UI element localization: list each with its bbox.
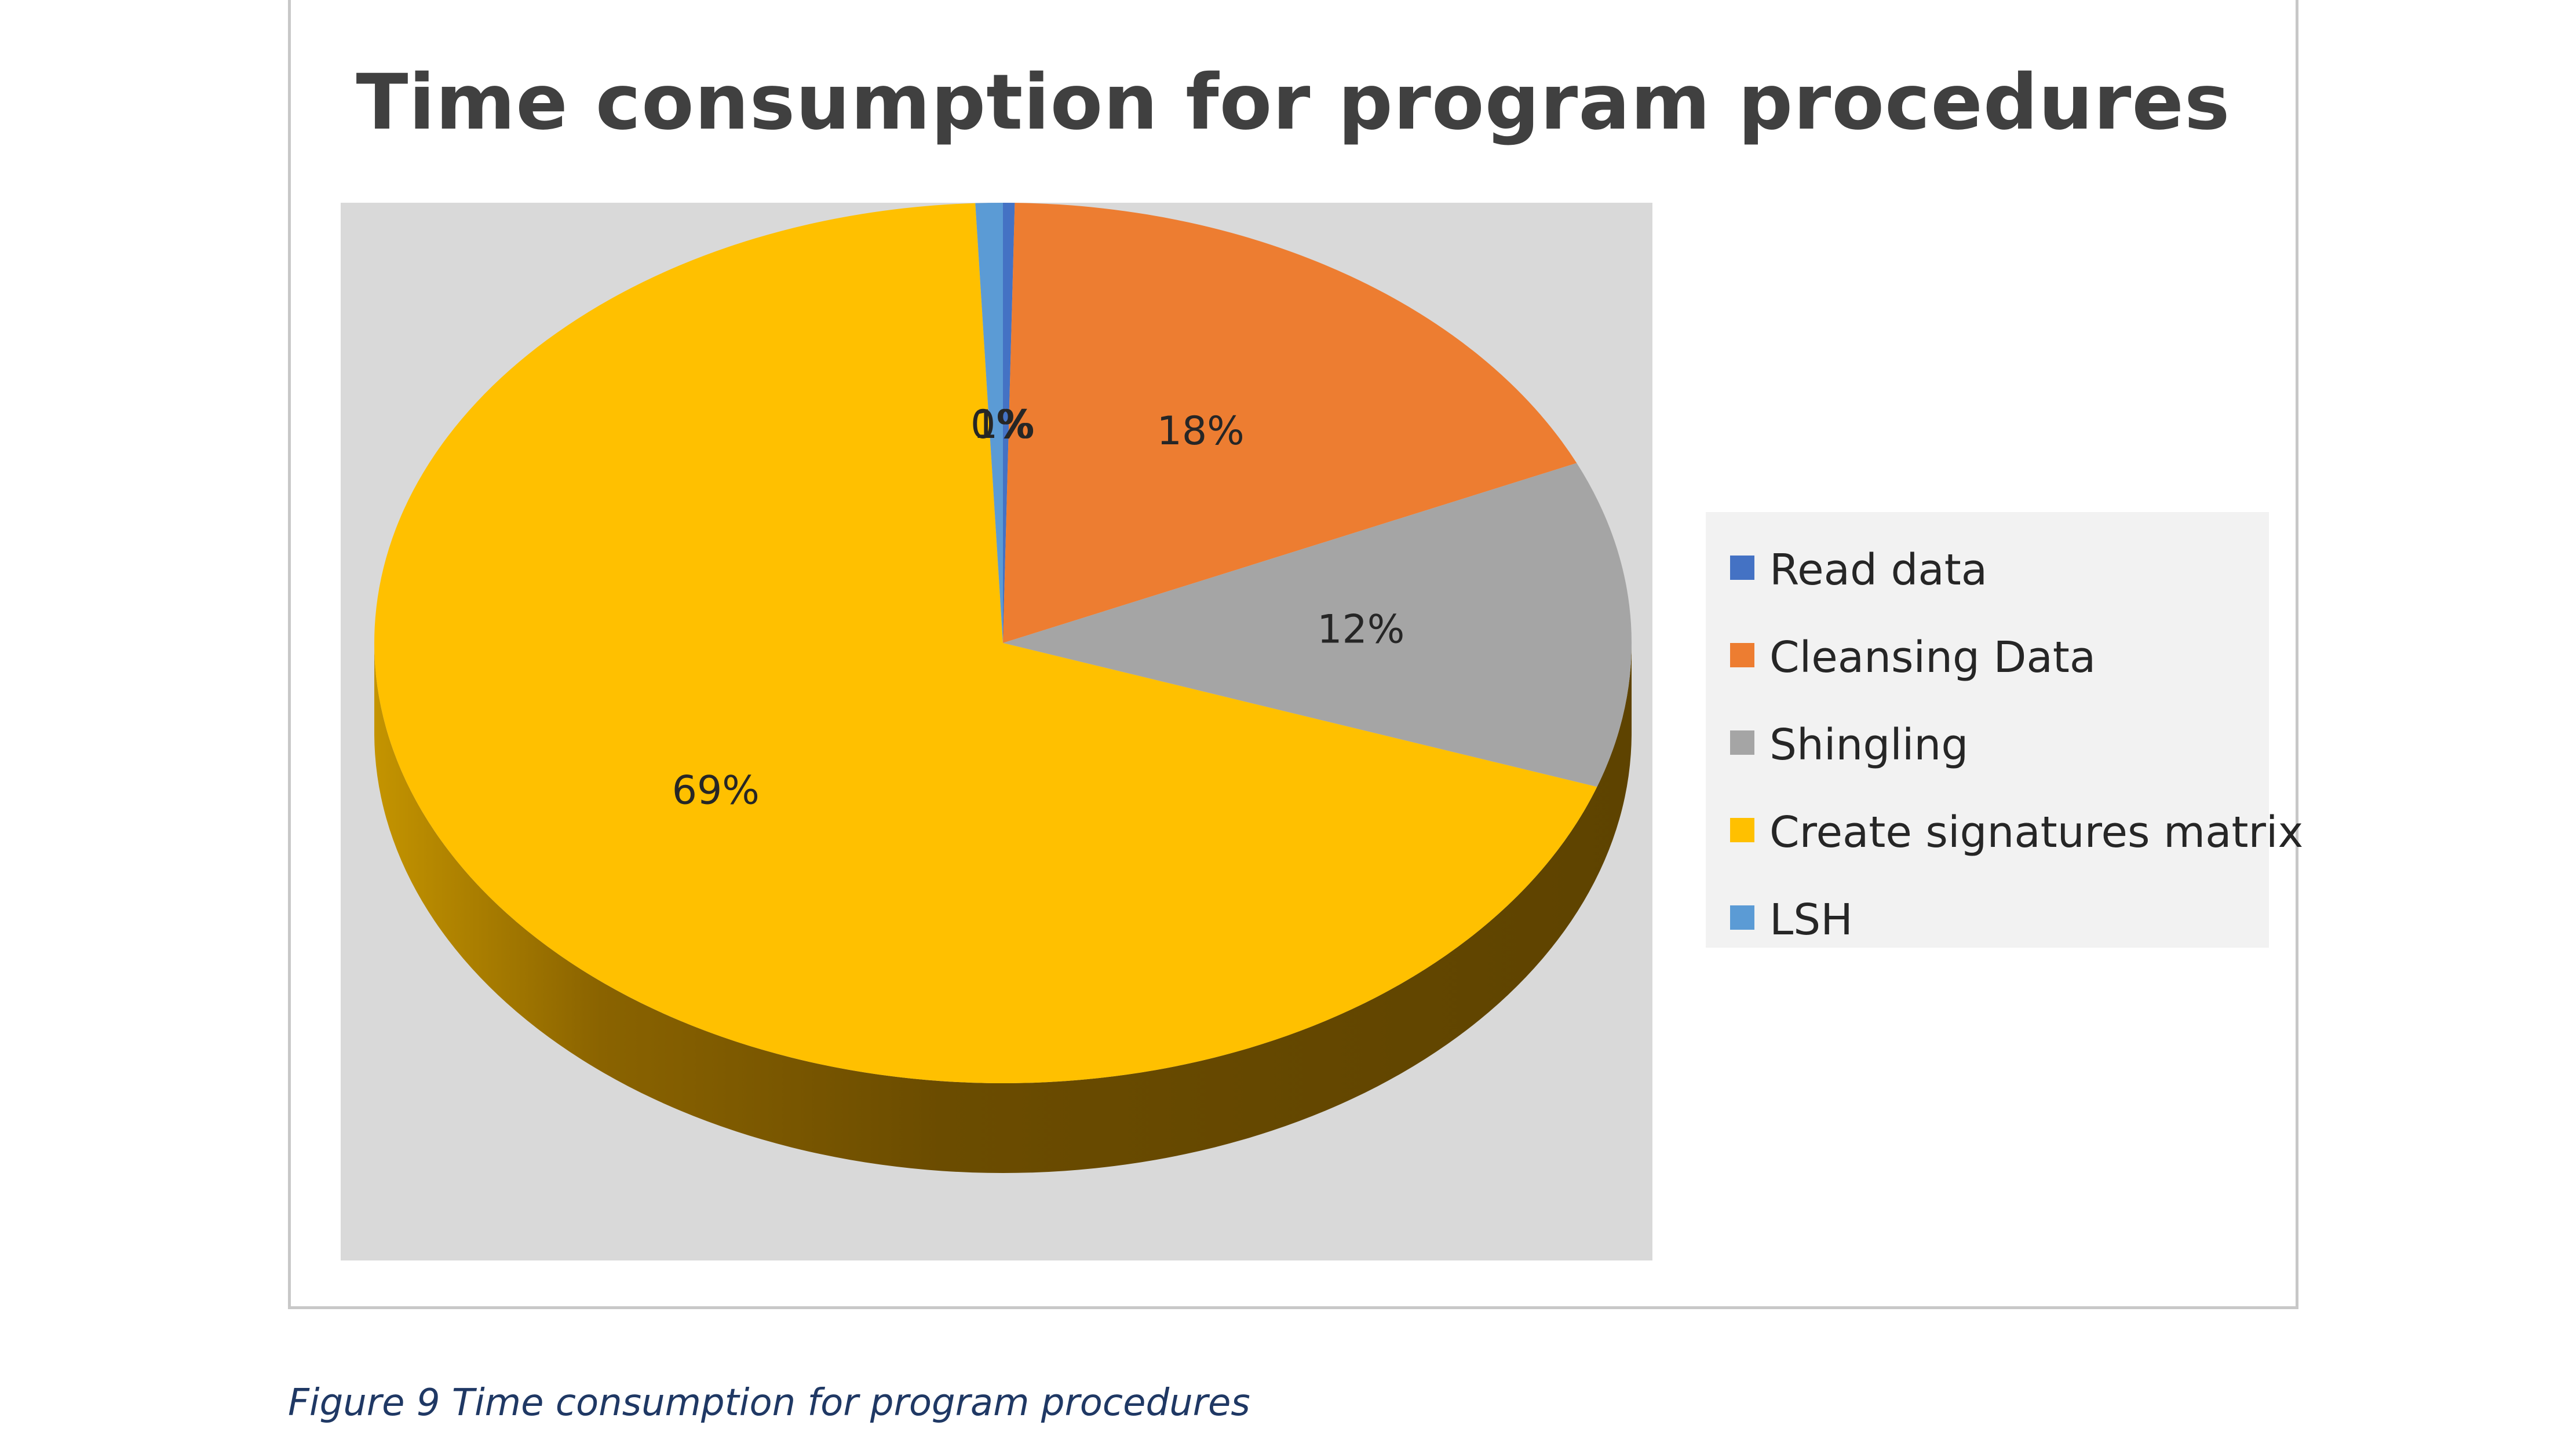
data-label-cleansing-data: 18%	[1157, 408, 1245, 454]
pie-labels: 0% 18% 12% 69% 1%	[672, 402, 1405, 813]
pie-slice-shingling	[1003, 463, 1632, 787]
legend-label: Cleansing Data	[1769, 633, 2096, 682]
legend-item-shingling: Shingling	[1706, 719, 2269, 806]
legend-item-create-signatures-matrix: Create signatures matrix	[1706, 806, 2303, 894]
data-label-shingling: 12%	[1317, 606, 1404, 652]
legend: Read data Cleansing Data Shingling Creat…	[1706, 512, 2303, 948]
legend-swatch	[1730, 905, 1754, 930]
legend-swatch	[1730, 643, 1754, 667]
pie-side	[374, 643, 1632, 1173]
chart-title: Time consumption for program procedures	[356, 58, 2231, 147]
pie-slice-create-signatures-matrix	[374, 203, 1597, 1084]
legend-swatch	[1730, 556, 1754, 580]
pie-slice-cleansing-data	[1003, 203, 1577, 643]
legend-swatch	[1730, 818, 1754, 842]
pie-slice-read-data	[1003, 203, 1015, 643]
data-label-read-data: 0%	[970, 402, 1033, 448]
pie-chart: 0% 18% 12% 69% 1%	[374, 203, 1632, 1173]
legend-item-read-data: Read data	[1706, 544, 2269, 631]
data-label-lsh: 1%	[973, 402, 1035, 448]
pie-slices	[374, 203, 1632, 1084]
legend-label: Read data	[1769, 545, 1988, 595]
legend-label: LSH	[1769, 895, 1853, 945]
legend-swatch	[1730, 730, 1754, 755]
figure-caption: Figure 9 Time consumption for program pr…	[288, 1382, 1250, 1424]
legend-item-lsh: LSH	[1706, 894, 2269, 981]
legend-item-cleansing-data: Cleansing Data	[1706, 631, 2269, 719]
pie-slice-lsh	[975, 203, 1003, 643]
legend-label: Create signatures matrix	[1769, 807, 2304, 857]
legend-label: Shingling	[1769, 720, 1969, 770]
pie-side-wall	[374, 643, 1632, 1173]
data-label-create-signatures-matrix: 69%	[672, 768, 760, 814]
